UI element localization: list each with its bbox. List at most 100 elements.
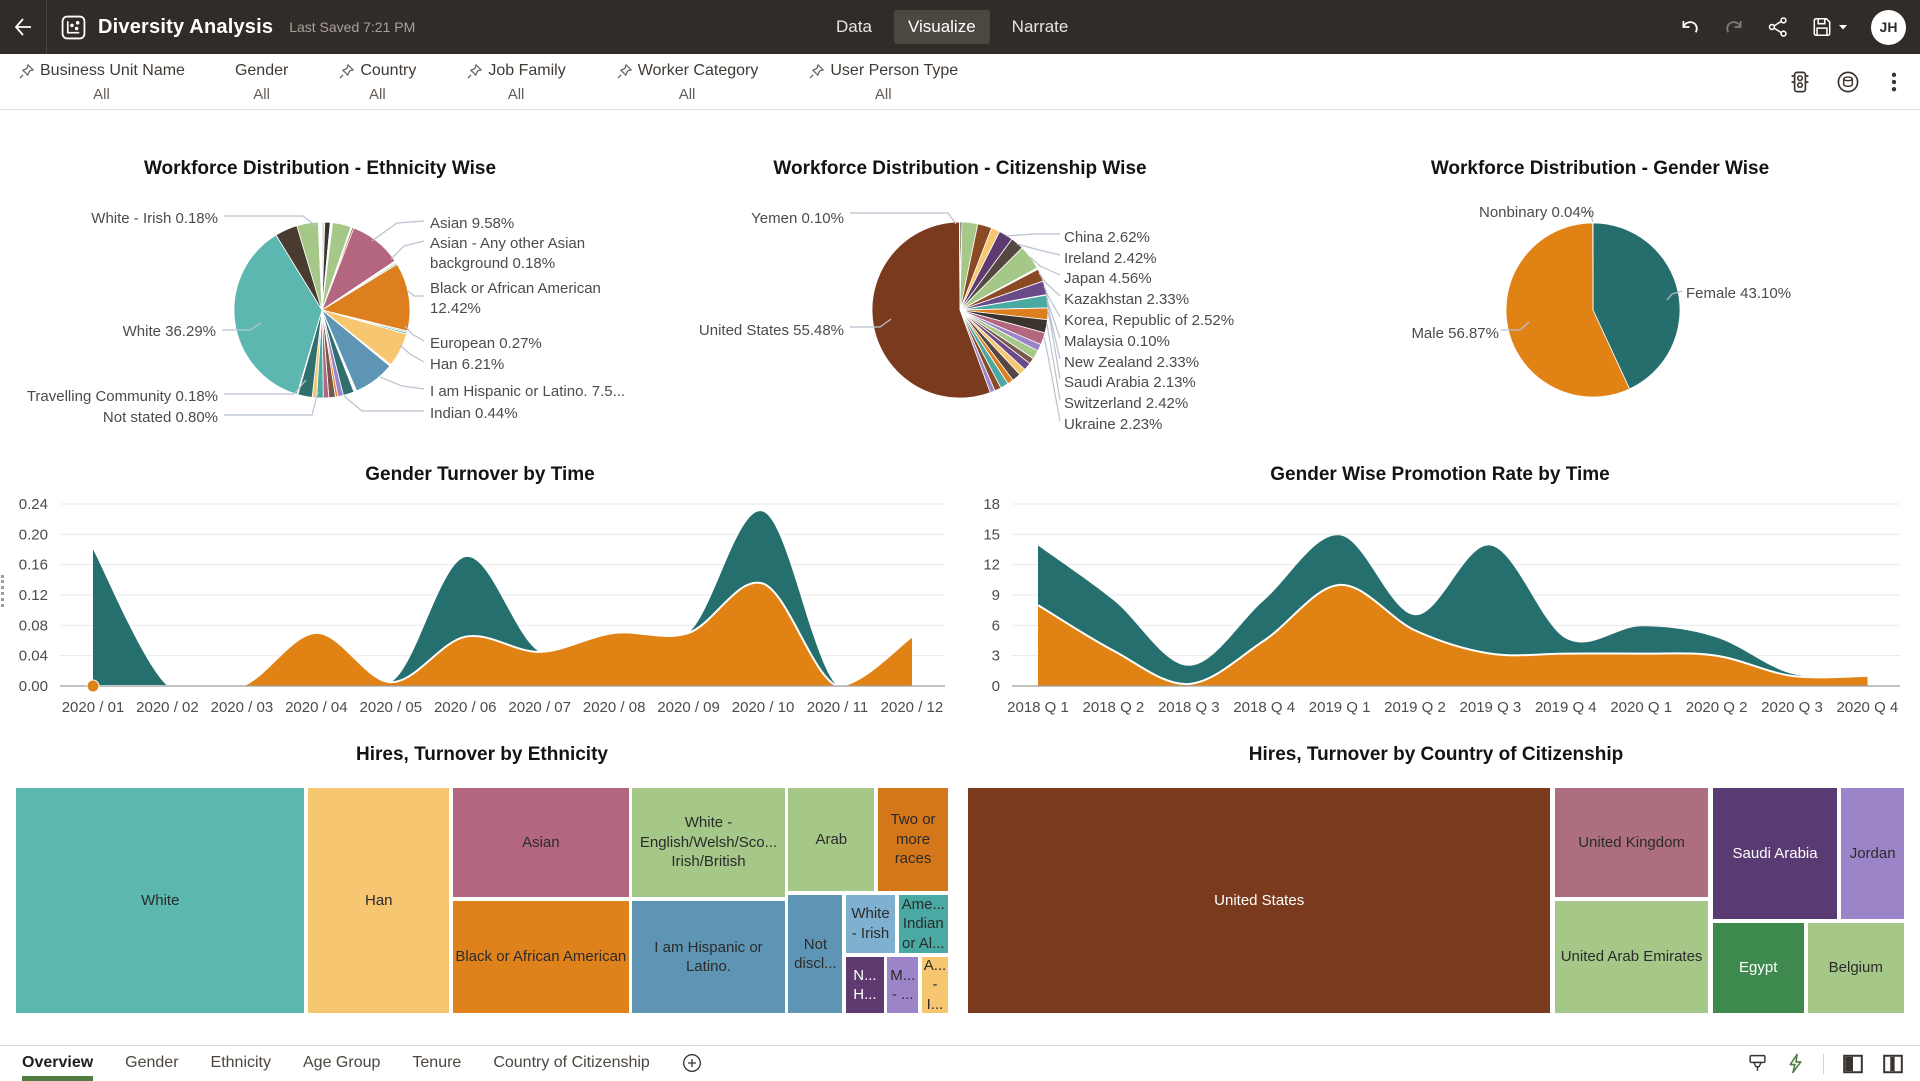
treemap-cell[interactable]: Jordan [1840,787,1905,920]
pie-label: White - Irish 0.18% [91,209,218,229]
treemap-cell[interactable]: Egypt [1712,922,1805,1014]
treemap-cell[interactable]: White - Irish [845,894,895,953]
tab-visualize[interactable]: Visualize [894,10,990,44]
treemap-cell[interactable]: M... - ... [886,956,919,1014]
save-button[interactable] [1811,16,1849,38]
pie-label: Han 6.21% [430,355,504,375]
viz-title: Gender Wise Promotion Rate by Time [960,464,1920,486]
filter-business-unit-name[interactable]: Business Unit Name All [18,62,185,103]
filter-job-family[interactable]: Job Family All [466,62,565,103]
pin-icon [338,63,355,80]
filter-user-person-type[interactable]: User Person Type All [808,62,958,103]
x-axis-tick-label: 2020 / 03 [211,699,274,716]
treemap-cell[interactable]: Black or African American [452,900,629,1014]
viz-title: Hires, Turnover by Country of Citizenshi… [967,744,1905,766]
pie-label: Saudi Arabia 2.13% [1064,373,1196,393]
treemap-cell[interactable]: Two or more races [877,787,949,892]
treemap-cell[interactable]: Han [307,787,450,1014]
kebab-menu-icon[interactable] [1884,70,1904,94]
save-caret-icon [1837,21,1849,33]
visualization-settings-icon[interactable] [1788,70,1812,94]
x-axis-tick-label: 2020 / 10 [732,699,795,716]
treemap-cell[interactable]: Asian [452,787,629,898]
canvas-tab-ethnicity[interactable]: Ethnicity [211,1046,271,1081]
topbar-divider [46,0,47,54]
filter-label: Country [360,62,416,80]
treemap-cell[interactable]: Not discl... [787,894,843,1014]
pie-label: Korea, Republic of 2.52% [1064,311,1234,331]
redo-button[interactable] [1723,16,1745,38]
treemap-cell[interactable]: N... H... [845,956,884,1014]
canvas-tab-gender[interactable]: Gender [125,1046,178,1081]
pie-label: Malaysia 0.10% [1064,332,1170,352]
pie-label: Kazakhstan 2.33% [1064,290,1189,310]
filter-country[interactable]: Country All [338,62,416,103]
header-tabs: Data Visualize Narrate [822,0,1082,54]
y-axis-tick-label: 0.00 [19,678,48,695]
canvas-tab-country-of-citizenship[interactable]: Country of Citizenship [493,1046,650,1081]
filter-label: Gender [235,62,288,80]
y-axis-tick-label: 0.08 [19,617,48,634]
tab-narrate[interactable]: Narrate [998,10,1083,44]
share-icon [1767,16,1789,38]
x-axis-tick-label: 2019 Q 4 [1535,699,1597,716]
treemap-cell[interactable]: United States [967,787,1551,1014]
redo-icon [1723,16,1745,38]
layout-split-panel-icon[interactable] [1882,1053,1904,1075]
filter-bar: Business Unit Name All Gender All Countr… [0,54,1920,110]
filter-value: All [466,86,565,103]
pie-slice[interactable] [959,222,960,310]
pie-label: Male 56.87% [1411,324,1499,344]
x-axis-tick-label: 2020 / 04 [285,699,348,716]
tab-data[interactable]: Data [822,10,886,44]
treemap-cell[interactable]: I am Hispanic or Latino. [631,900,785,1014]
pie-label: Nonbinary 0.04% [1479,203,1594,223]
x-axis-tick-label: 2020 / 12 [881,699,944,716]
y-axis-tick-label: 9 [992,587,1000,604]
share-button[interactable] [1767,16,1789,38]
add-canvas-plus-circle-icon[interactable] [682,1053,702,1073]
pie-label: China 2.62% [1064,228,1150,248]
filter-value: All [235,86,288,103]
workbook-title: Diversity Analysis [98,16,273,39]
treemap-cell[interactable]: White - English/Welsh/Sco... Irish/Briti… [631,787,785,898]
undo-button[interactable] [1679,16,1701,38]
x-axis-tick-label: 2020 / 07 [508,699,571,716]
treemap-cell[interactable]: A... - I... [921,956,949,1014]
treemap-cell[interactable]: Ame... Indian or Al... [898,894,949,953]
back-button[interactable] [0,0,46,54]
pie-label: I am Hispanic or Latino. 7.5... [430,382,625,402]
y-axis-tick-label: 0.20 [19,526,48,543]
treemap-cell[interactable]: Saudi Arabia [1712,787,1839,920]
viz-pie-citizenship: Workforce Distribution - Citizenship Wis… [640,110,1280,445]
undo-icon [1679,16,1701,38]
auto-insights-icon[interactable] [1786,1053,1805,1074]
treemap-cell[interactable]: Arab [787,787,875,892]
pin-icon [616,63,633,80]
treemap-cell[interactable]: United Kingdom [1554,787,1709,898]
pie-label: Black or African American 12.42% [430,279,625,320]
avatar[interactable]: JH [1871,10,1906,45]
canvas-tab-age-group[interactable]: Age Group [303,1046,380,1081]
canvas-tab-bar: Overview Gender Ethnicity Age Group Tenu… [0,1045,1920,1080]
pie-label: Switzerland 2.42% [1064,394,1188,414]
y-axis-tick-label: 3 [992,648,1000,665]
layout-left-panel-icon[interactable] [1842,1053,1864,1075]
data-refresh-icon[interactable] [1836,70,1860,94]
pie-label: Female 43.10% [1686,284,1791,304]
pie-label: European 0.27% [430,334,542,354]
filter-gender[interactable]: Gender All [235,62,288,103]
data-point-marker[interactable] [87,680,99,692]
treemap-cell[interactable]: White [15,787,305,1014]
x-axis-tick-label: 2020 / 09 [657,699,720,716]
panel-drag-handle[interactable] [1,575,5,607]
canvas-tab-tenure[interactable]: Tenure [412,1046,461,1081]
treemap-cell[interactable]: Belgium [1807,922,1905,1014]
canvas-tab-overview[interactable]: Overview [22,1046,93,1081]
last-saved-text: Last Saved 7:21 PM [289,19,415,35]
treemap-cell[interactable]: United Arab Emirates [1554,900,1709,1014]
x-axis-tick-label: 2020 Q 2 [1686,699,1748,716]
filter-worker-category[interactable]: Worker Category All [616,62,759,103]
canvas-style-icon[interactable] [1747,1053,1768,1074]
